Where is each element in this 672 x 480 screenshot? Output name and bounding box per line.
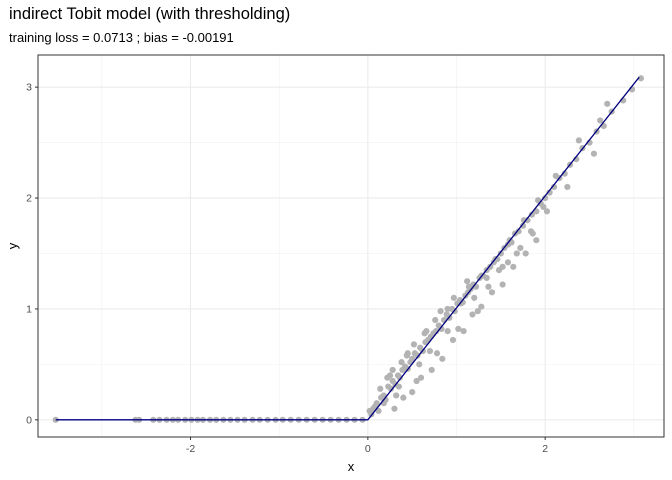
data-point — [515, 228, 522, 235]
data-point — [597, 117, 604, 124]
y-tick-label: 1 — [26, 303, 32, 315]
data-point — [403, 352, 410, 359]
chart-subtitle: training loss = 0.0713 ; bias = -0.00191 — [9, 30, 234, 45]
data-point — [550, 183, 558, 191]
x-tick-label: -2 — [186, 443, 195, 455]
plot-panel-border — [37, 54, 665, 438]
data-point — [488, 289, 496, 296]
data-point — [438, 325, 445, 332]
data-point — [389, 366, 396, 374]
data-point — [460, 328, 467, 335]
data-point — [552, 172, 559, 179]
data-point — [543, 208, 551, 215]
fit-line — [55, 76, 640, 421]
data-point — [410, 341, 418, 348]
y-tick-label: 3 — [26, 82, 32, 94]
data-point — [387, 385, 395, 392]
data-point — [414, 352, 421, 359]
data-point — [528, 211, 535, 218]
chart-title: indirect Tobit model (with thresholding) — [9, 5, 291, 23]
data-point — [428, 366, 435, 374]
data-point — [455, 325, 462, 332]
y-tick-label: 0 — [26, 414, 32, 426]
x-axis-label: x — [348, 459, 355, 474]
x-tick-label: 2 — [542, 443, 548, 455]
data-point — [450, 294, 457, 301]
data-point — [499, 281, 506, 288]
data-point — [517, 244, 524, 252]
data-point — [513, 250, 520, 257]
data-point — [437, 308, 444, 315]
data-point — [396, 374, 403, 381]
data-point — [590, 150, 598, 157]
data-point — [519, 222, 527, 229]
data-point — [398, 359, 405, 366]
data-point — [522, 250, 529, 257]
data-point — [444, 305, 451, 313]
data-point — [504, 259, 512, 266]
data-point — [393, 392, 400, 399]
data-point — [439, 355, 446, 362]
data-point — [637, 75, 645, 82]
data-point — [485, 283, 492, 290]
data-point — [495, 267, 503, 274]
data-point — [510, 263, 517, 270]
y-tick-label: 2 — [26, 193, 32, 205]
data-point — [416, 361, 423, 368]
data-point — [386, 372, 394, 379]
data-point — [409, 388, 416, 396]
data-point — [474, 308, 481, 315]
data-point — [483, 274, 490, 281]
data-point — [444, 328, 451, 335]
data-point — [377, 385, 384, 392]
data-point — [564, 183, 571, 191]
data-point — [546, 189, 553, 196]
data-point — [449, 336, 457, 344]
data-point — [469, 311, 476, 318]
data-point — [409, 355, 416, 362]
data-point — [497, 250, 504, 257]
data-point — [542, 194, 549, 202]
plot-panel — [37, 54, 665, 438]
data-point — [373, 400, 380, 407]
data-point — [575, 137, 582, 144]
data-point — [534, 197, 542, 204]
y-axis-label: y — [5, 242, 20, 249]
data-point — [423, 328, 430, 335]
data-point — [417, 374, 425, 381]
data-point — [400, 394, 407, 401]
data-point — [426, 347, 434, 355]
data-point — [391, 405, 398, 412]
data-point — [433, 350, 441, 357]
data-point — [471, 294, 478, 301]
data-point — [529, 230, 536, 237]
data-point — [540, 203, 547, 211]
data-point — [478, 303, 485, 310]
data-point — [413, 377, 420, 385]
data-point — [375, 407, 382, 415]
data-point — [487, 263, 494, 270]
data-point — [604, 100, 611, 107]
data-point — [561, 170, 568, 177]
data-point — [465, 283, 473, 290]
data-point — [432, 316, 439, 324]
data-point — [464, 278, 471, 285]
x-tick-label: 0 — [365, 443, 371, 455]
data-point — [395, 383, 402, 390]
data-point — [533, 237, 540, 244]
